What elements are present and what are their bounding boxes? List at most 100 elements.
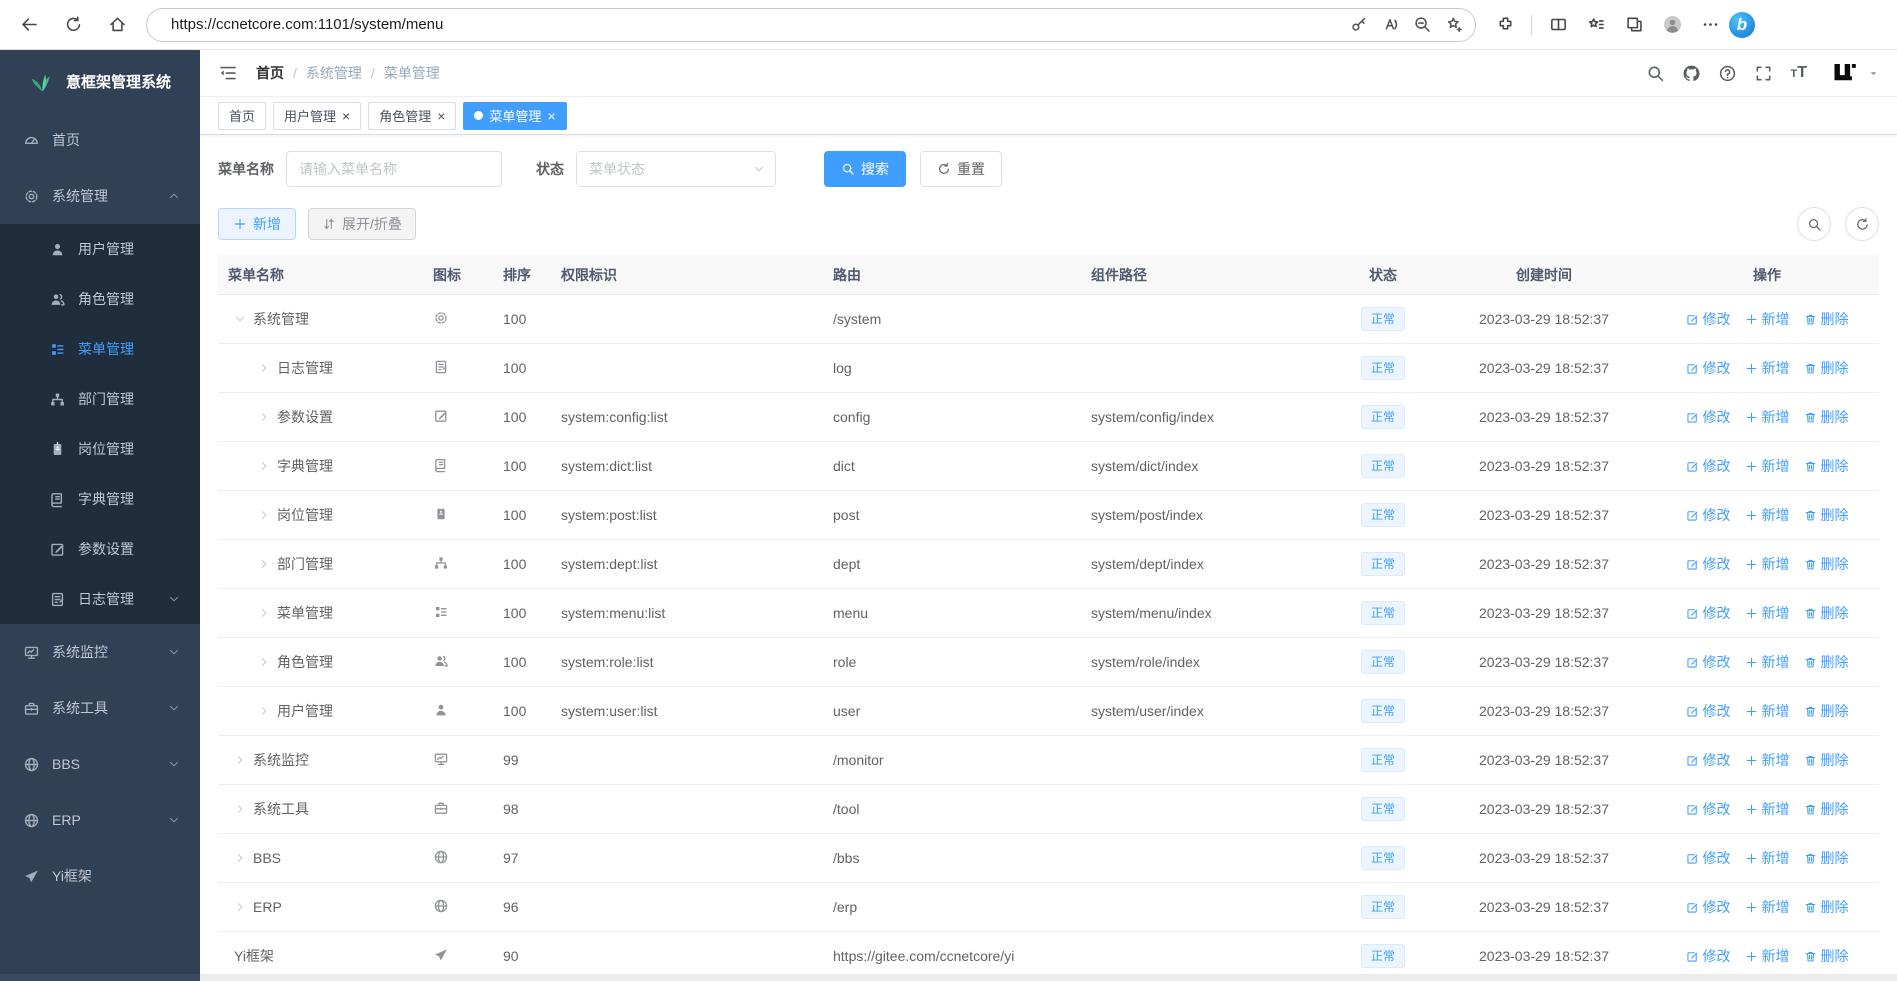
tab-菜单管理[interactable]: 菜单管理 × (463, 101, 567, 130)
delete-link[interactable]: 删除 (1804, 799, 1849, 819)
github-icon[interactable] (1682, 64, 1701, 83)
fullscreen-icon[interactable] (1754, 64, 1773, 83)
key-icon[interactable] (1345, 12, 1371, 38)
add-button[interactable]: 新增 (218, 208, 296, 240)
sidebar-item-参数设置[interactable]: 参数设置 (0, 524, 200, 574)
tree-toggle-icon[interactable] (258, 460, 270, 472)
edit-link[interactable]: 修改 (1686, 652, 1731, 672)
profile-icon[interactable] (1657, 10, 1687, 40)
delete-link[interactable]: 删除 (1804, 407, 1849, 427)
delete-link[interactable]: 删除 (1804, 897, 1849, 917)
menu-name-input[interactable] (286, 151, 502, 187)
sidebar-item-首页[interactable]: 首页 (0, 112, 200, 168)
more-icon[interactable] (1695, 10, 1725, 40)
sidebar-item-字典管理[interactable]: 字典管理 (0, 474, 200, 524)
close-icon[interactable]: × (437, 107, 446, 124)
add-link[interactable]: 新增 (1745, 652, 1790, 672)
help-icon[interactable] (1718, 64, 1737, 83)
app-logo[interactable]: 意框架管理系统 (0, 50, 200, 112)
edit-link[interactable]: 修改 (1686, 603, 1731, 623)
sidebar-item-角色管理[interactable]: 角色管理 (0, 274, 200, 324)
refresh-icon[interactable] (58, 10, 88, 40)
address-bar[interactable]: https://ccnetcore.com:1101/system/menu (146, 7, 1476, 42)
delete-link[interactable]: 删除 (1804, 456, 1849, 476)
add-link[interactable]: 新增 (1745, 897, 1790, 917)
edit-link[interactable]: 修改 (1686, 309, 1731, 329)
sidebar-item-ERP[interactable]: ERP (0, 792, 200, 848)
collections-icon[interactable] (1619, 10, 1649, 40)
add-link[interactable]: 新增 (1745, 603, 1790, 623)
extensions-icon[interactable] (1490, 10, 1520, 40)
sidebar-item-系统监控[interactable]: 系统监控 (0, 624, 200, 680)
delete-link[interactable]: 删除 (1804, 946, 1849, 966)
edit-link[interactable]: 修改 (1686, 456, 1731, 476)
tree-toggle-icon[interactable] (234, 852, 246, 864)
add-link[interactable]: 新增 (1745, 456, 1790, 476)
add-link[interactable]: 新增 (1745, 750, 1790, 770)
tab-用户管理[interactable]: 用户管理 × (273, 101, 362, 130)
refresh-circle-button[interactable] (1845, 207, 1879, 241)
add-link[interactable]: 新增 (1745, 946, 1790, 966)
sidebar-item-岗位管理[interactable]: 岗位管理 (0, 424, 200, 474)
home-icon[interactable] (102, 10, 132, 40)
add-link[interactable]: 新增 (1745, 799, 1790, 819)
tree-toggle-icon[interactable] (258, 411, 270, 423)
zoom-out-icon[interactable] (1409, 12, 1435, 38)
add-link[interactable]: 新增 (1745, 848, 1790, 868)
add-link[interactable]: 新增 (1745, 407, 1790, 427)
sidebar-item-系统管理[interactable]: 系统管理 (0, 168, 200, 224)
close-icon[interactable]: × (342, 107, 351, 124)
collapse-sidebar-icon[interactable] (218, 63, 238, 83)
tree-toggle-icon[interactable] (258, 558, 270, 570)
tree-toggle-icon[interactable] (258, 509, 270, 521)
sidebar-item-Yi框架[interactable]: Yi框架 (0, 848, 200, 904)
tab-角色管理[interactable]: 角色管理 × (368, 101, 457, 130)
sidebar-item-用户管理[interactable]: 用户管理 (0, 224, 200, 274)
sidebar-item-菜单管理[interactable]: 菜单管理 (0, 324, 200, 374)
split-screen-icon[interactable] (1543, 10, 1573, 40)
delete-link[interactable]: 删除 (1804, 652, 1849, 672)
search-circle-button[interactable] (1797, 207, 1831, 241)
tree-toggle-icon[interactable] (234, 901, 246, 913)
horizontal-scrollbar[interactable] (200, 974, 1897, 981)
edit-link[interactable]: 修改 (1686, 407, 1731, 427)
copilot-icon[interactable]: b (1729, 11, 1755, 38)
add-link[interactable]: 新增 (1745, 309, 1790, 329)
sidebar-item-日志管理[interactable]: 日志管理 (0, 574, 200, 624)
delete-link[interactable]: 删除 (1804, 603, 1849, 623)
delete-link[interactable]: 删除 (1804, 505, 1849, 525)
close-icon[interactable]: × (547, 107, 556, 124)
reset-button[interactable]: 重置 (920, 151, 1002, 187)
add-link[interactable]: 新增 (1745, 358, 1790, 378)
tree-toggle-icon[interactable] (258, 362, 270, 374)
edit-link[interactable]: 修改 (1686, 505, 1731, 525)
breadcrumb-item[interactable]: 系统管理 (305, 65, 362, 82)
font-size-icon[interactable]: TT (1790, 63, 1807, 81)
add-link[interactable]: 新增 (1745, 701, 1790, 721)
tree-toggle-icon[interactable] (258, 607, 270, 619)
sidebar-item-部门管理[interactable]: 部门管理 (0, 374, 200, 424)
add-link[interactable]: 新增 (1745, 554, 1790, 574)
edit-link[interactable]: 修改 (1686, 554, 1731, 574)
delete-link[interactable]: 删除 (1804, 554, 1849, 574)
expand-collapse-button[interactable]: 展开/折叠 (308, 208, 416, 240)
delete-link[interactable]: 删除 (1804, 701, 1849, 721)
tree-toggle-icon[interactable] (258, 705, 270, 717)
search-icon[interactable] (1646, 64, 1665, 83)
edit-link[interactable]: 修改 (1686, 848, 1731, 868)
tab-首页[interactable]: 首页 (218, 101, 267, 130)
status-select[interactable]: 菜单状态 (576, 151, 776, 187)
user-avatar[interactable] (1830, 58, 1879, 88)
read-aloud-icon[interactable] (1377, 12, 1403, 38)
delete-link[interactable]: 删除 (1804, 358, 1849, 378)
breadcrumb-item[interactable]: 菜单管理 (383, 65, 440, 82)
search-button[interactable]: 搜索 (824, 151, 906, 187)
delete-link[interactable]: 删除 (1804, 750, 1849, 770)
tree-toggle-icon[interactable] (258, 656, 270, 668)
edit-link[interactable]: 修改 (1686, 897, 1731, 917)
sidebar-item-BBS[interactable]: BBS (0, 736, 200, 792)
url-text[interactable]: https://ccnetcore.com:1101/system/menu (171, 16, 444, 33)
breadcrumb-item[interactable]: 首页 (256, 65, 284, 82)
tree-toggle-icon[interactable] (234, 313, 246, 325)
edit-link[interactable]: 修改 (1686, 701, 1731, 721)
